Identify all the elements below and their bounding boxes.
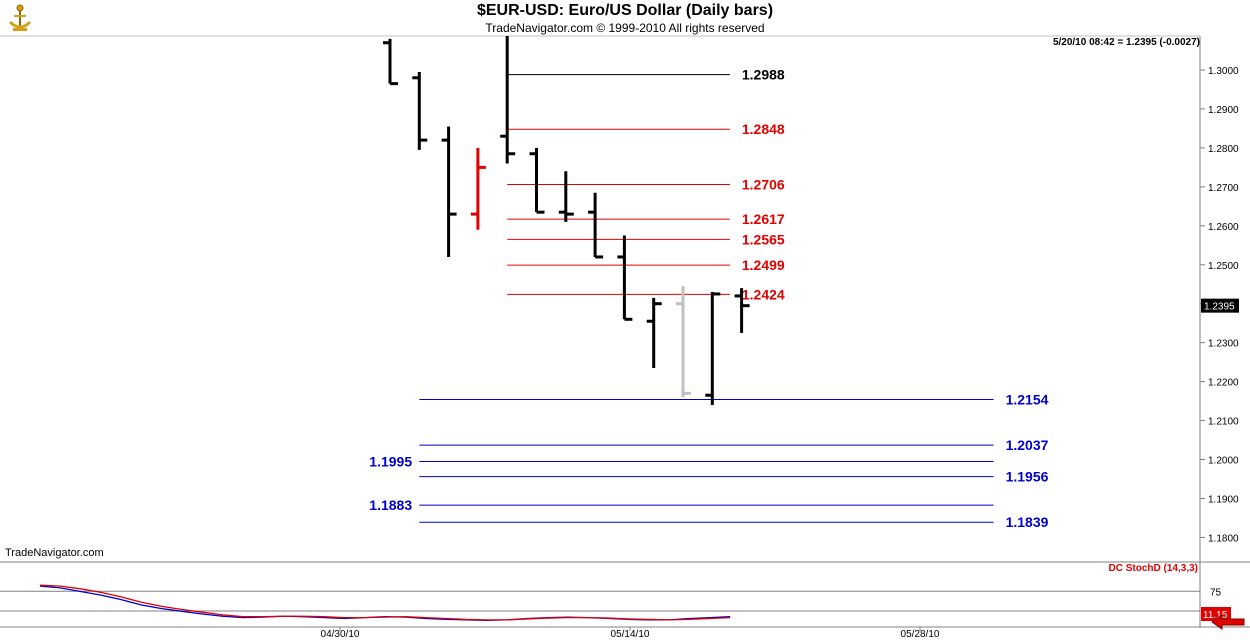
stoch-series-line: [39, 584, 731, 621]
level-label: 1.2988: [742, 67, 785, 83]
y-tick-label: 1.1900: [1208, 494, 1239, 505]
level-label: 1.2424: [742, 286, 785, 302]
last-quote: 5/20/10 08:42 = 1.2395 (-0.0027): [1052, 37, 1200, 48]
level-label: 1.1995: [369, 453, 412, 469]
level-label: 1.2037: [1006, 437, 1049, 453]
y-tick-label: 1.1800: [1208, 533, 1239, 544]
y-tick-label: 1.2600: [1208, 222, 1239, 233]
x-tick-label: 05/14/10: [611, 629, 650, 640]
level-label: 1.2154: [1006, 392, 1049, 408]
stoch-value-box: [1201, 607, 1231, 621]
logo: [4, 2, 36, 34]
x-tick-label: 05/28/10: [901, 629, 940, 640]
y-tick-label: 1.2800: [1208, 144, 1239, 155]
x-tick-label: 04/30/10: [321, 629, 360, 640]
y-tick-label: 1.3000: [1208, 66, 1239, 77]
y-tick-label: 1.2500: [1208, 261, 1239, 272]
level-label: 1.2565: [742, 231, 785, 247]
y-tick-label: 1.2700: [1208, 183, 1239, 194]
last-price-box: [1201, 298, 1239, 313]
copyright-text: TradeNavigator.com © 1999-2010 All right…: [485, 21, 765, 35]
level-label: 1.2617: [742, 211, 785, 227]
indicator-label: DC StochD (14,3,3): [1108, 563, 1198, 574]
level-label: 1.2706: [742, 177, 785, 193]
y-tick-label: 1.2000: [1208, 456, 1239, 467]
level-label: 1.1956: [1006, 469, 1049, 485]
y-tick-label: 1.2100: [1208, 417, 1239, 428]
stoch-tick-label: 75: [1210, 587, 1222, 598]
last-price-label: 1.2395: [1204, 302, 1235, 313]
level-label: 1.2499: [742, 257, 785, 273]
y-tick-label: 1.2200: [1208, 378, 1239, 389]
level-label: 1.1883: [369, 497, 412, 513]
y-tick-label: 1.2300: [1208, 339, 1239, 350]
chart-title: $EUR-USD: Euro/US Dollar (Daily bars): [476, 2, 774, 19]
y-tick-label: 1.2900: [1208, 105, 1239, 116]
level-label: 1.2848: [742, 121, 785, 137]
scroll-left-arrow-icon[interactable]: [1210, 614, 1246, 630]
level-label: 1.1839: [1006, 514, 1049, 530]
watermark: TradeNavigator.com: [5, 547, 104, 559]
stoch-value-label: 11.15: [1203, 610, 1228, 621]
